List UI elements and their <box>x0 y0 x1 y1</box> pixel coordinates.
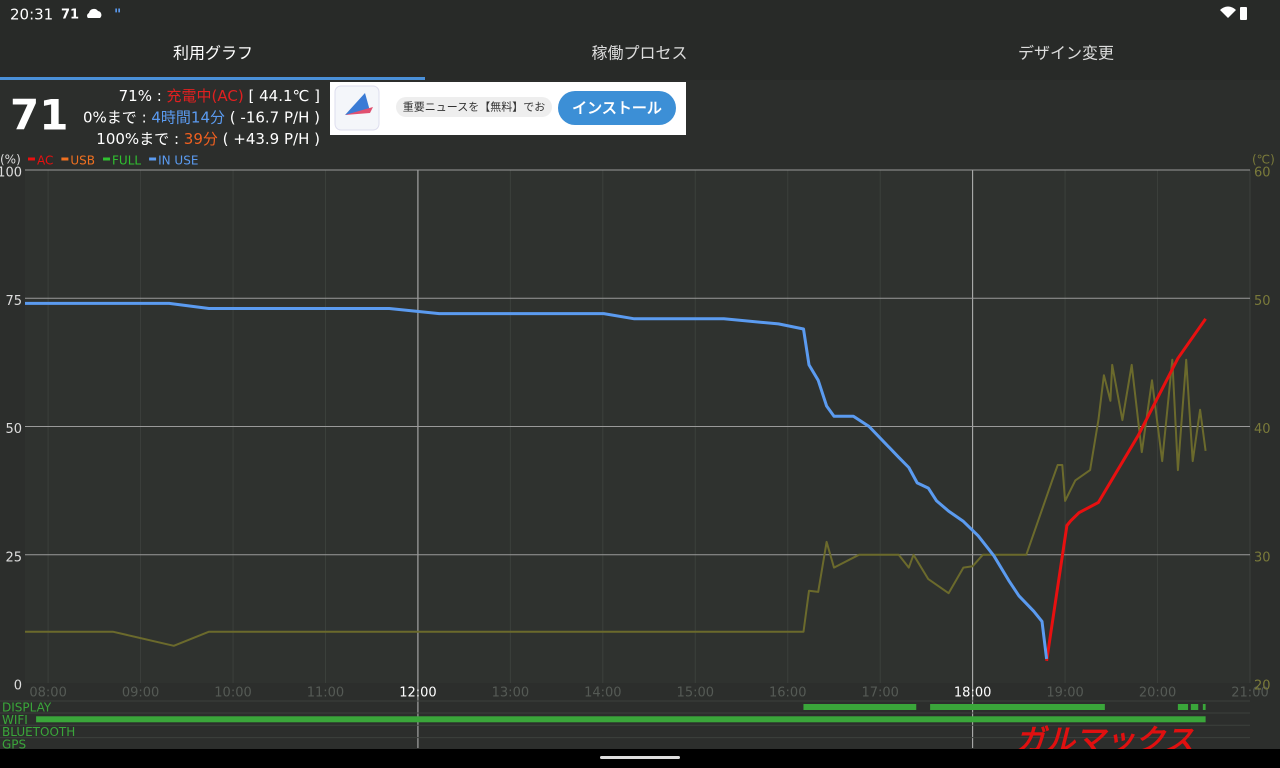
x-tick-label: 19:00 <box>1046 686 1083 701</box>
x-tick-label: 10:00 <box>214 686 251 701</box>
x-tick-label: 16:00 <box>769 686 806 701</box>
info-line: 0%まで : 4時間14分 ( -16.7 P/H ) <box>83 108 320 126</box>
activity-bar <box>36 716 1206 723</box>
x-tick-label: 12:00 <box>399 686 436 701</box>
x-tick-label: 21:00 <box>1231 686 1268 701</box>
y-tick-label: 75 <box>5 294 22 309</box>
activity-bar <box>1177 704 1189 710</box>
y2-tick-label: 40 <box>1254 422 1271 437</box>
legend-label: USB <box>70 154 95 168</box>
y2-tick-label: 30 <box>1254 550 1271 565</box>
y2-tick-label: 50 <box>1254 294 1271 309</box>
series-line <box>25 358 1207 647</box>
battery-icon <box>1240 7 1247 20</box>
top-bar <box>0 0 1280 80</box>
info-line: 71% : 充電中(AC) [ 44.1℃ ] <box>119 87 320 105</box>
tab[interactable]: デザイン変更 <box>1018 44 1114 63</box>
activity-label: WIFI <box>2 713 28 727</box>
activity-label: DISPLAY <box>2 701 52 715</box>
chart: 08:00 09:00 10:00 11:00 12:00 13:00 14:00 15:00… <box>0 153 1275 751</box>
info-line: 100%まで : 39分 ( +43.9 P/H ) <box>96 130 320 148</box>
series-line <box>25 301 1049 660</box>
ad-icon-shape <box>345 93 370 115</box>
series-line <box>1045 317 1207 662</box>
x-tick-label: 20:00 <box>1139 686 1176 701</box>
info-part: 39分 <box>184 130 218 148</box>
battery-level: 71 <box>10 91 68 140</box>
legend-label: IN USE <box>158 154 198 168</box>
info-part: : <box>137 108 152 126</box>
info-part: 充電中(AC) <box>167 87 244 105</box>
info-part: ( -16.7 P/H ) <box>225 108 320 126</box>
activity-bar <box>803 704 917 710</box>
y-tick-label: 0 <box>14 679 22 694</box>
ad-banner[interactable]: 重要ニュースを【無料】でお インストール <box>330 82 686 135</box>
x-tick-label: 14:00 <box>584 686 621 701</box>
activity-bar <box>930 704 1105 710</box>
x-tick-label: 11:00 <box>307 686 344 701</box>
info-part: : <box>152 87 167 105</box>
x-tick-label: 18:00 <box>954 686 991 701</box>
ad-text-bg <box>396 97 552 117</box>
tab[interactable]: 稼働プロセス <box>591 44 687 63</box>
home-handle[interactable] <box>600 756 680 759</box>
quote-icon: " <box>114 7 121 23</box>
x-tick-label: 17:00 <box>861 686 898 701</box>
info-part: 0%まで <box>83 108 137 126</box>
y-tick-label: 50 <box>5 422 22 437</box>
info-part: 100%まで <box>96 130 169 148</box>
activity-bar <box>1190 704 1199 710</box>
install-button[interactable] <box>558 91 676 125</box>
status-time: 20:31 <box>10 6 53 24</box>
legend-label: FULL <box>112 154 141 168</box>
info-part: : <box>169 130 184 148</box>
x-tick-label: 15:00 <box>677 686 714 701</box>
cloud-icon <box>87 8 102 18</box>
info-part: ( +43.9 P/H ) <box>218 130 320 148</box>
y2-tick-label: 20 <box>1254 679 1271 694</box>
activity-label: GPS <box>2 737 26 751</box>
info-part: 4時間14分 <box>151 108 225 126</box>
tab-bar: 利用グラフ 稼働プロセス デザイン変更 <box>173 44 1114 63</box>
info-part: [ 44.1℃ ] <box>244 87 320 105</box>
activity-bar <box>1202 704 1206 710</box>
x-tick-label: 08:00 <box>29 686 66 701</box>
y-unit: (%) <box>0 153 21 167</box>
x-tick-label: 09:00 <box>122 686 159 701</box>
tab-indicator <box>0 77 425 80</box>
y2-unit: (℃) <box>1252 153 1275 167</box>
y-tick-label: 25 <box>5 550 22 565</box>
ad-icon-shape <box>345 107 373 115</box>
y2-tick-label: 60 <box>1254 166 1271 181</box>
activity-label: BLUETOOTH <box>2 725 75 739</box>
header-info: 71% : 充電中(AC) [ 44.1℃ ] 0%まで : 4時間14分 ( -… <box>83 87 320 148</box>
y-tick-label: 100 <box>0 166 22 181</box>
install-label[interactable]: インストール <box>572 99 662 117</box>
legend-label: AC <box>37 154 53 168</box>
info-part: 71% <box>119 87 152 105</box>
ad-text: 重要ニュースを【無料】でお <box>403 100 545 114</box>
status-battery: 71 <box>61 8 79 23</box>
x-tick-label: 13:00 <box>492 686 529 701</box>
tab[interactable]: 利用グラフ <box>173 44 253 63</box>
wifi-icon <box>1220 6 1236 18</box>
